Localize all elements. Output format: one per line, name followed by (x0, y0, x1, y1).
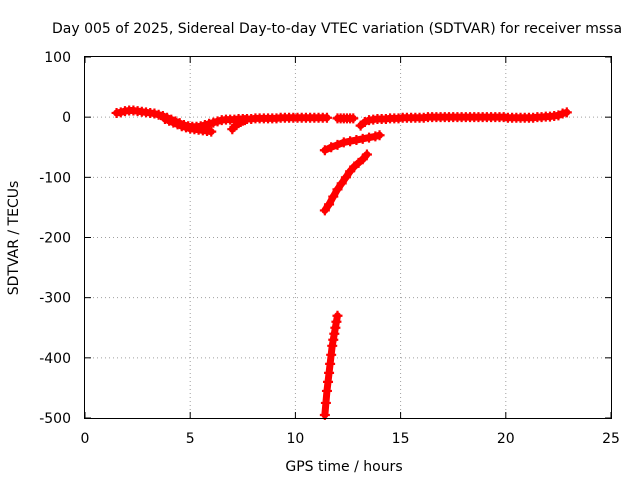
tick-labels: 0 5 10 15 20 25 100 0 -100 -200 -300 -400 -500 (39, 50, 620, 447)
series-7 (319, 149, 372, 216)
x-tick-label: 0 (81, 431, 90, 447)
y-tick-label: 100 (44, 50, 71, 66)
series-6 (319, 130, 385, 156)
series-8 (319, 310, 343, 420)
series-3 (227, 115, 250, 135)
data-point (206, 126, 217, 137)
y-tick-label: -300 (39, 291, 71, 307)
data-point (348, 113, 359, 124)
x-tick-label: 25 (602, 431, 620, 447)
plot-frame (84, 56, 612, 419)
y-tick-label: -100 (39, 170, 71, 186)
x-tick-label: 15 (392, 431, 410, 447)
y-axis-label: SDTVAR / TECUs (6, 181, 22, 296)
series-4 (332, 113, 359, 124)
x-axis-label: GPS time / hours (285, 459, 402, 475)
series-2 (159, 113, 217, 137)
series-5 (355, 107, 572, 131)
y-tick-label: -500 (39, 411, 71, 427)
y-tick-label: -200 (39, 231, 71, 247)
data-points (111, 105, 572, 420)
y-tick-label: 0 (62, 110, 71, 126)
data-point (239, 115, 250, 126)
x-tick-label: 5 (186, 431, 195, 447)
data-point (332, 310, 343, 321)
x-tick-label: 10 (286, 431, 304, 447)
data-point (321, 112, 332, 123)
y-tick-label: -400 (39, 351, 71, 367)
data-point (374, 130, 385, 141)
data-point (561, 107, 572, 118)
chart-title: Day 005 of 2025, Sidereal Day-to-day VTE… (52, 21, 622, 37)
data-point (361, 149, 372, 160)
x-tick-label: 20 (497, 431, 515, 447)
